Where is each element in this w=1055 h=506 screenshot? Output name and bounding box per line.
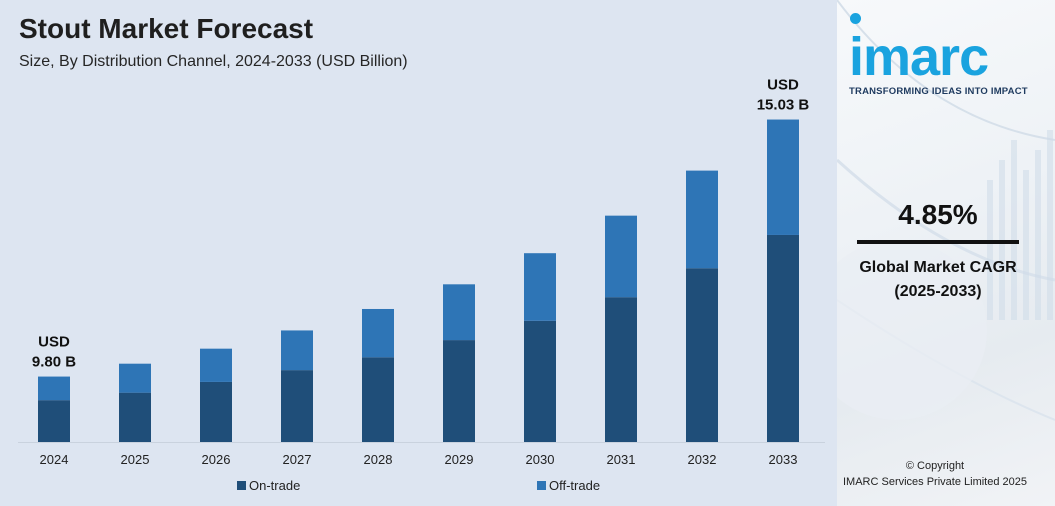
total-label-value: 9.80 B (32, 354, 76, 371)
total-label-value: 15.03 B (757, 97, 810, 114)
total-label-currency: USD (767, 77, 799, 94)
bar-off-trade-2032 (686, 170, 718, 269)
side-panel: imarc TRANSFORMING IDEAS INTO IMPACT 4.8… (837, 0, 1055, 506)
x-tick-label: 2024 (40, 452, 69, 467)
copyright-line2: IMARC Services Private Limited 2025 (842, 476, 1027, 488)
bar-on-trade-2026 (200, 381, 232, 442)
x-tick-label: 2026 (202, 452, 231, 467)
x-tick-label: 2032 (688, 452, 717, 467)
legend-label-off-trade: Off-trade (549, 478, 600, 493)
x-tick-label: 2033 (769, 452, 798, 467)
x-tick-label: 2028 (364, 452, 393, 467)
chart-subtitle: Size, By Distribution Channel, 2024-2033… (19, 53, 408, 70)
bar-off-trade-2030 (524, 253, 556, 321)
brand-logo: imarc (849, 27, 989, 87)
bar-on-trade-2027 (281, 370, 313, 442)
brand-tagline: TRANSFORMING IDEAS INTO IMPACT (849, 86, 1028, 97)
bar-on-trade-2031 (605, 297, 637, 442)
bar-off-trade-2024 (38, 376, 70, 401)
x-tick-label: 2030 (526, 452, 555, 467)
x-tick-label: 2029 (445, 452, 474, 467)
bar-off-trade-2025 (119, 363, 151, 393)
bar-on-trade-2028 (362, 357, 394, 442)
cagr-label-line1: Global Market CAGR (859, 259, 1017, 276)
x-tick-label: 2031 (607, 452, 636, 467)
legend-swatch-off-trade (537, 481, 546, 490)
logo-dot-icon (850, 13, 861, 24)
bar-off-trade-2033 (767, 119, 799, 235)
bar-on-trade-2029 (443, 340, 475, 442)
legend-swatch-on-trade (237, 481, 246, 490)
bar-on-trade-2024 (38, 400, 70, 442)
chart-panel: Stout Market Forecast Size, By Distribut… (0, 0, 837, 506)
bar-on-trade-2033 (767, 234, 799, 442)
copyright-line1: © Copyright (905, 460, 965, 472)
stacked-bar-chart: 2024 2025 2026 2027 2028 2029 2030 2031 2032 2033… (18, 77, 825, 493)
bar-on-trade-2032 (686, 268, 718, 442)
cagr-divider (857, 240, 1019, 244)
total-label-currency: USD (38, 334, 70, 351)
bar-on-trade-2025 (119, 392, 151, 442)
bar-off-trade-2027 (281, 330, 313, 371)
copyright: © Copyright IMARC Services Private Limit… (837, 458, 1033, 490)
chart-title: Stout Market Forecast (19, 13, 314, 44)
cagr-label-line2: (2025-2033) (894, 283, 982, 300)
x-tick-label: 2025 (121, 452, 150, 467)
legend-label-on-trade: On-trade (249, 478, 300, 493)
bar-off-trade-2029 (443, 284, 475, 341)
bar-off-trade-2026 (200, 348, 232, 382)
bar-on-trade-2030 (524, 320, 556, 442)
bar-off-trade-2031 (605, 215, 637, 298)
x-tick-label: 2027 (283, 452, 312, 467)
cagr-value: 4.85% (898, 199, 978, 230)
bar-off-trade-2028 (362, 308, 394, 358)
cagr-label: Global Market CAGR (2025-2033) (837, 256, 1039, 304)
